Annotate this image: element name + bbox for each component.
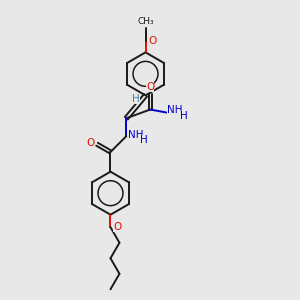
Text: O: O xyxy=(148,36,156,46)
Text: NH: NH xyxy=(167,105,183,115)
Text: H: H xyxy=(132,94,140,104)
Text: H: H xyxy=(140,135,148,145)
Text: O: O xyxy=(146,82,154,92)
Text: O: O xyxy=(86,138,94,148)
Text: H: H xyxy=(180,111,188,121)
Text: NH: NH xyxy=(128,130,143,140)
Text: O: O xyxy=(113,222,121,232)
Text: CH₃: CH₃ xyxy=(137,17,154,26)
